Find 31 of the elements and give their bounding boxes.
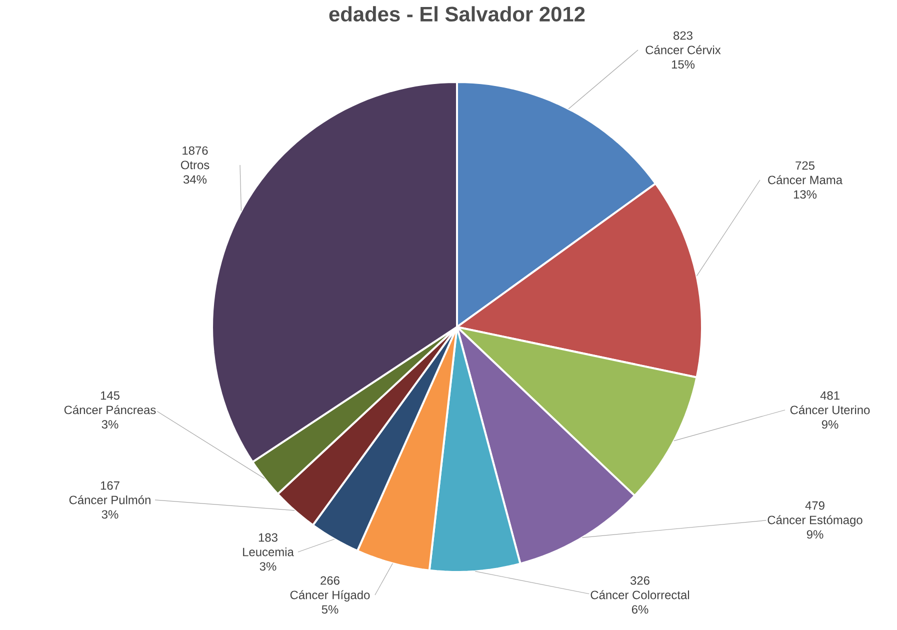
data-label: 481 (820, 391, 840, 400)
slice-label: Cáncer Colorrectal (590, 590, 690, 600)
data-label: 183 (258, 533, 278, 542)
slice-label: Cáncer Cérvix (646, 45, 721, 54)
text: 34% (183, 175, 207, 184)
slice-label: Cáncer Uterino (790, 405, 870, 414)
data-label: 725 (796, 161, 814, 170)
data-label: 823 (674, 31, 692, 40)
slice-label: Leucemia (243, 547, 294, 556)
text: 15% (672, 60, 695, 69)
slice-label: Cáncer Hígado (290, 590, 370, 602)
data-label: 266 (320, 576, 340, 585)
text: 5% (322, 605, 338, 614)
data-label: 479 (805, 501, 824, 510)
slice-label: Cáncer Pulmón (69, 495, 150, 504)
data-label: 1876 (182, 146, 208, 155)
text: 3% (102, 510, 118, 519)
text: 13% (794, 190, 817, 199)
slice-label: Cáncer Estómago (768, 515, 862, 527)
data-label: 145 (100, 391, 120, 400)
text: 3% (260, 562, 276, 571)
data-label: 167 (100, 481, 120, 490)
data-label: 326 (630, 576, 650, 585)
slice-label: Cáncer Páncreas (64, 405, 156, 414)
slice-label: Otros (180, 160, 210, 170)
text: 6% (632, 605, 648, 614)
slice-label: Cáncer Mama (768, 175, 843, 184)
chart-title: edades - El Salvador 2012 (329, 6, 585, 22)
text: 9% (806, 530, 824, 539)
text: 9% (822, 420, 838, 429)
text: 3% (102, 420, 118, 429)
